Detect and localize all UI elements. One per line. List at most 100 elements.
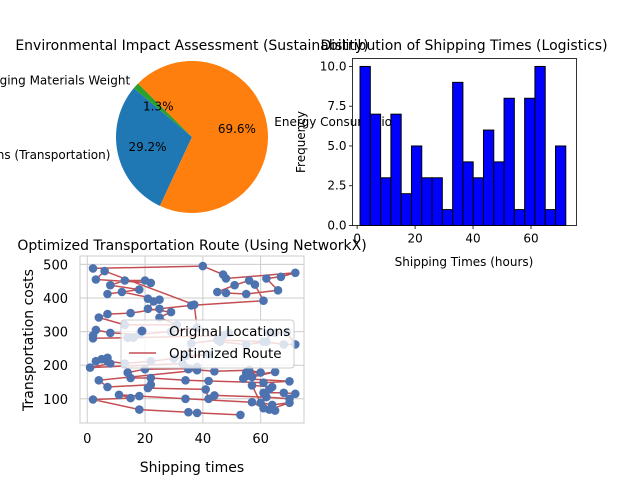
histogram-y-tick-label: 10.0 <box>320 59 347 73</box>
route-point <box>241 289 251 299</box>
route-point <box>256 368 265 377</box>
route-point <box>106 359 115 368</box>
route-point <box>126 308 135 318</box>
histogram-bar <box>452 81 464 226</box>
route-point <box>285 377 294 386</box>
pie-slice-label: Packaging Materials Weight <box>0 74 130 88</box>
histogram-x-tick-label: 40 <box>465 232 480 246</box>
route-point <box>291 268 300 278</box>
pie-percent-label: 29.2% <box>128 140 166 154</box>
route-point <box>247 372 257 382</box>
route-x-tick-label: 20 <box>137 432 154 447</box>
histogram-bar <box>472 177 484 226</box>
route-point <box>166 307 176 317</box>
pie-slice <box>137 61 269 214</box>
pie-percent-label: 69.6% <box>218 122 256 136</box>
route-point <box>135 405 144 414</box>
histogram-bar <box>534 65 546 226</box>
histogram-bar <box>441 209 454 227</box>
route-point <box>184 407 193 417</box>
route-y-tick-label: 300 <box>43 326 68 341</box>
pie-slice <box>133 83 192 137</box>
route-y-tick-label: 200 <box>43 359 68 374</box>
route-point <box>91 275 101 284</box>
route-point <box>88 395 98 404</box>
histogram-bar <box>493 161 505 227</box>
histogram-bars <box>359 65 567 227</box>
route-point <box>210 367 219 376</box>
route-point <box>204 376 213 386</box>
route-point <box>279 388 289 398</box>
route-point <box>88 334 98 343</box>
route-point <box>135 285 144 294</box>
route-point <box>273 286 283 295</box>
histogram-bar <box>513 209 526 227</box>
route-point <box>189 300 199 310</box>
histogram-title: Distribution of Shipping Times (Logistic… <box>320 38 607 54</box>
route-point <box>247 397 257 407</box>
histogram-bar <box>554 145 567 226</box>
pie-percent-label: 1.3% <box>143 99 174 113</box>
route-point <box>210 391 219 400</box>
route-point <box>230 280 239 290</box>
route-point <box>181 376 190 385</box>
histogram-x-tick-label: 0 <box>353 232 361 246</box>
histogram-x-ticks: 0 20 40 60 <box>353 225 539 246</box>
route-point <box>135 391 144 401</box>
route-point <box>201 385 210 394</box>
route-point <box>155 304 164 314</box>
route-point <box>291 389 300 399</box>
histogram-bar <box>369 113 382 226</box>
histogram-bar <box>400 193 412 227</box>
histogram-bar <box>421 177 433 226</box>
route-point <box>262 274 271 283</box>
route-legend-label-points: Original Locations <box>169 324 290 340</box>
route-point <box>117 287 127 297</box>
pie-slice-label: Carbon Emissions (Transportation) <box>0 148 110 162</box>
histogram-chart: 0 20 40 60 0.0 2.5 5.0 7.5 10.0 Distribution of… <box>294 38 608 269</box>
route-point <box>114 390 124 400</box>
route-point <box>146 373 156 383</box>
route-x-tick-label: 40 <box>195 432 212 447</box>
route-x-ticks: 0 20 40 60 <box>83 432 269 447</box>
pie-slice <box>115 88 192 206</box>
route-point <box>126 393 135 403</box>
histogram-y-tick-label: 5.0 <box>327 139 346 153</box>
histogram-bar <box>544 209 556 227</box>
route-frame <box>79 255 305 424</box>
histogram-bar <box>410 145 423 226</box>
route-point <box>85 363 95 372</box>
route-point <box>259 296 268 306</box>
route-point <box>103 289 112 299</box>
route-point <box>103 309 112 319</box>
route-point <box>270 406 280 415</box>
route-point <box>192 408 202 418</box>
route-point <box>285 398 294 408</box>
route-y-tick-label: 500 <box>43 258 68 273</box>
histogram-x-tick-label: 20 <box>407 232 422 246</box>
route-point <box>239 374 248 383</box>
pie-chart: Environmental Impact Assessment (Sustain… <box>0 38 400 214</box>
route-point <box>94 376 104 385</box>
histogram-x-tick-label: 60 <box>523 232 538 246</box>
route-point <box>123 368 132 377</box>
route-chart: 0 20 40 60 100 200 300 400 500 Original Locatio… <box>17 238 366 476</box>
histogram-y-ticks: 0.0 2.5 5.0 7.5 10.0 <box>320 59 353 233</box>
route-point <box>106 328 115 338</box>
route-point <box>198 261 208 271</box>
histogram-y-tick-label: 0.0 <box>327 219 346 233</box>
histogram-bar <box>503 97 515 226</box>
pie-slices <box>115 61 269 214</box>
route-point <box>259 378 268 388</box>
route-point <box>88 264 98 273</box>
route-y-axis-label: Transportation costs <box>21 269 37 412</box>
route-point <box>94 313 104 322</box>
route-legend-marker-points <box>137 326 147 336</box>
route-x-tick-label: 60 <box>252 432 269 447</box>
route-legend-label-route: Optimized Route <box>169 346 282 362</box>
route-point <box>91 356 101 366</box>
route-chart-title: Optimized Transportation Route (Using Ne… <box>17 238 366 254</box>
histogram-bar <box>524 97 536 226</box>
route-legend-box <box>120 319 295 369</box>
